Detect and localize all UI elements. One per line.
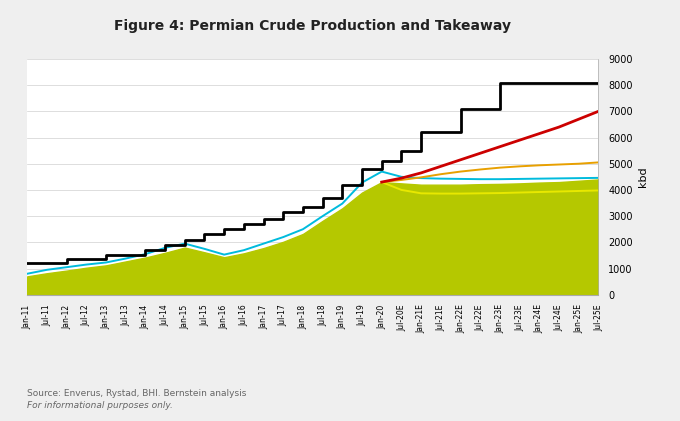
Text: Figure 4: Permian Crude Production and Takeaway: Figure 4: Permian Crude Production and T…: [114, 19, 511, 33]
Y-axis label: kbd: kbd: [639, 167, 648, 187]
Text: Source: Enverus, Rystad, BHI. Bernstein analysis: Source: Enverus, Rystad, BHI. Bernstein …: [27, 389, 247, 398]
Text: For informational purposes only.: For informational purposes only.: [27, 401, 173, 410]
